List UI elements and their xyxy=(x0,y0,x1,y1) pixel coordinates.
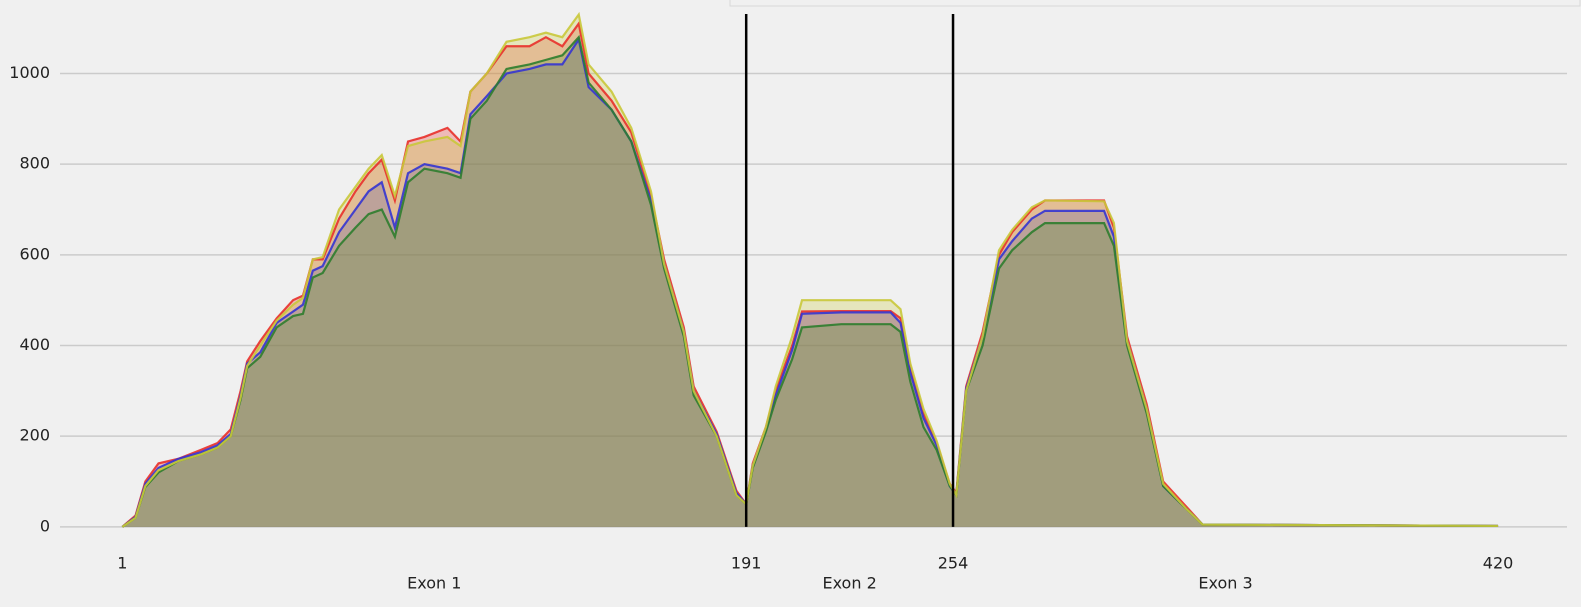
x-tick-label: 1 xyxy=(117,554,127,573)
x-tick-label: 191 xyxy=(731,554,762,573)
area-fill xyxy=(122,37,1499,527)
y-tick-label: 800 xyxy=(19,154,50,173)
region-label: Exon 1 xyxy=(407,574,461,593)
y-tick-label: 1000 xyxy=(9,63,50,82)
y-tick-label: 400 xyxy=(19,335,50,354)
y-tick-label: 0 xyxy=(40,516,50,535)
y-tick-label: 200 xyxy=(19,426,50,445)
x-tick-label: 254 xyxy=(938,554,969,573)
series-line xyxy=(121,34,1499,528)
x-tick-label: 420 xyxy=(1483,554,1514,573)
area-fill xyxy=(122,14,1499,527)
region-label: Exon 2 xyxy=(822,574,876,593)
y-tick-label: 600 xyxy=(19,244,50,263)
legend-frame xyxy=(729,0,1581,7)
region-label: Exon 3 xyxy=(1198,574,1252,593)
area-fill xyxy=(122,39,1499,527)
series-line xyxy=(121,11,1499,528)
